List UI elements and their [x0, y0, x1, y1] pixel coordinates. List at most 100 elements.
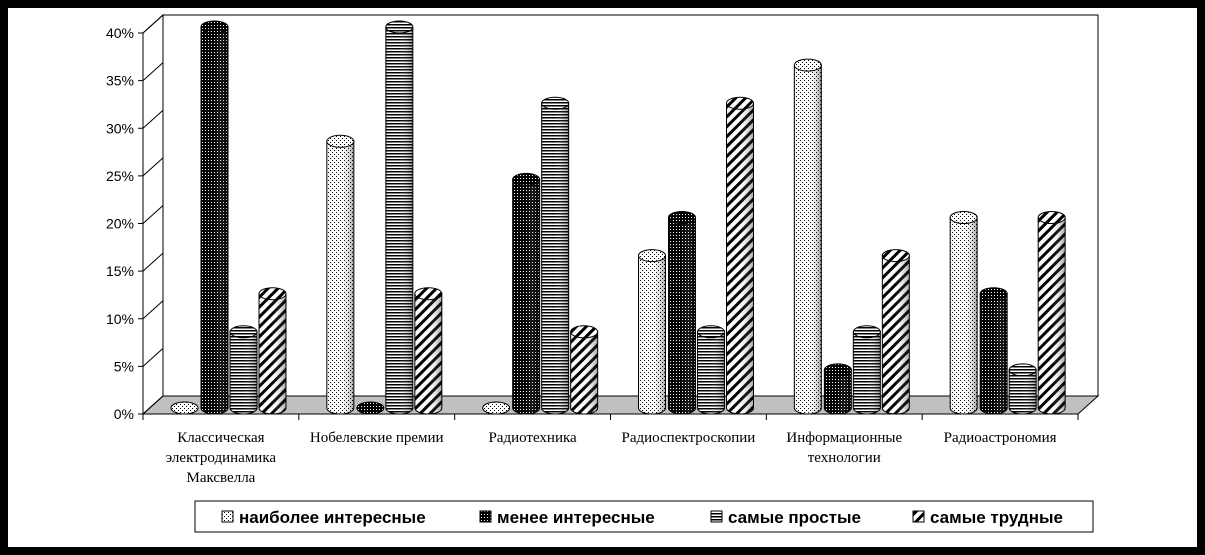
bar-top	[482, 401, 511, 415]
y-tick-label: 10%	[106, 311, 134, 327]
bar	[668, 211, 696, 415]
bar-top	[979, 287, 1008, 301]
y-tick-label: 30%	[106, 120, 134, 136]
bar-shade	[1009, 369, 1037, 414]
legend-swatch	[912, 510, 925, 523]
y-tick-depth	[142, 348, 164, 367]
legend-label: самые простые	[728, 508, 861, 527]
y-tick-label: 40%	[106, 25, 134, 41]
bar	[570, 325, 599, 415]
bar	[170, 401, 199, 415]
bar-shade	[638, 255, 666, 414]
bar-top	[949, 211, 978, 224]
y-tick-depth	[142, 14, 164, 34]
bar-shade	[794, 65, 822, 414]
bar-top	[1037, 211, 1066, 224]
bar	[697, 325, 725, 415]
category-label: Радиоспектроскопии	[621, 430, 755, 446]
bar-shade	[980, 293, 1008, 414]
bar-top	[385, 20, 414, 34]
bar-shade	[882, 255, 910, 414]
bar-shade	[512, 179, 540, 414]
bar-top	[414, 287, 443, 301]
bar	[979, 287, 1008, 415]
bar-shade	[1038, 217, 1066, 414]
bar	[200, 20, 229, 415]
bar-top	[697, 325, 725, 339]
bar-top	[258, 287, 287, 301]
bar	[356, 401, 385, 415]
bar-top	[1008, 363, 1037, 377]
legend-swatch	[221, 510, 234, 523]
bar-top	[200, 20, 229, 34]
bar-top	[229, 325, 258, 339]
category-label: Информационные технологии	[786, 430, 902, 466]
bar-top	[570, 325, 599, 339]
bar-top	[326, 134, 355, 148]
category-labels: Классическая электродинамика Максвелла Нобе…	[166, 430, 1057, 486]
bar-shade	[326, 141, 354, 415]
bar	[326, 134, 355, 415]
bar	[1008, 363, 1037, 415]
y-tick-label: 5%	[114, 358, 134, 374]
bar-top	[638, 249, 666, 263]
y-tick-label: 15%	[106, 263, 134, 279]
y-tick-label: 25%	[106, 168, 134, 184]
y-tick-depth	[142, 300, 164, 320]
bar-shade	[259, 293, 286, 414]
bar-top	[356, 401, 385, 415]
category-label: Классическая электродинамика Максвелла	[166, 430, 277, 486]
bar	[638, 249, 666, 415]
category-label: Нобелевские премии	[310, 430, 444, 446]
bar-shade	[853, 331, 881, 414]
y-tick-depth	[142, 205, 164, 224]
bar-top	[541, 96, 570, 110]
bar-shade	[541, 103, 569, 414]
legend-label: менее интересные	[497, 508, 655, 527]
bar	[258, 287, 287, 415]
bar-top	[852, 325, 881, 339]
bar-top	[668, 211, 696, 224]
bar	[1037, 211, 1066, 415]
legend-swatch	[710, 510, 723, 523]
legend-label: самые трудные	[930, 508, 1063, 527]
category-label: Радиотехника	[488, 430, 577, 446]
bar-top	[823, 363, 852, 377]
bar	[482, 401, 511, 415]
legend-swatch	[479, 510, 492, 523]
bar	[541, 96, 570, 415]
bar-top	[726, 96, 754, 110]
y-tick-depth	[142, 109, 164, 129]
legend: наиболее интересные менее интересные самые…	[194, 500, 1094, 533]
y-tick-label: 0%	[114, 406, 134, 422]
bars	[170, 20, 1066, 415]
bar-shade	[726, 103, 754, 414]
bar-shade	[201, 27, 228, 414]
y-tick-depth	[142, 62, 164, 81]
bar-top	[170, 401, 199, 415]
bar	[726, 96, 754, 415]
category-label: Радиоастрономия	[944, 430, 1057, 446]
bar-shade	[668, 217, 696, 414]
bar	[512, 172, 541, 415]
bar-shade	[414, 293, 442, 414]
bar	[949, 211, 978, 415]
y-tick-depth	[142, 395, 164, 415]
y-tick-depth	[142, 252, 164, 272]
bar	[385, 20, 414, 415]
legend-label: наиболее интересные	[239, 508, 426, 527]
bar	[823, 363, 852, 415]
bar	[881, 249, 910, 415]
bar	[414, 287, 443, 415]
bar-top	[881, 249, 910, 263]
bar-shade	[950, 217, 978, 414]
bar	[229, 325, 258, 415]
back-wall	[162, 14, 1099, 397]
bar	[852, 325, 881, 415]
y-tick-depth	[142, 157, 164, 177]
bar-shade	[697, 331, 725, 414]
y-tick-label: 20%	[106, 216, 134, 232]
y-tick-label: 35%	[106, 73, 134, 89]
bar-top	[793, 58, 822, 72]
bar-top	[512, 172, 541, 186]
